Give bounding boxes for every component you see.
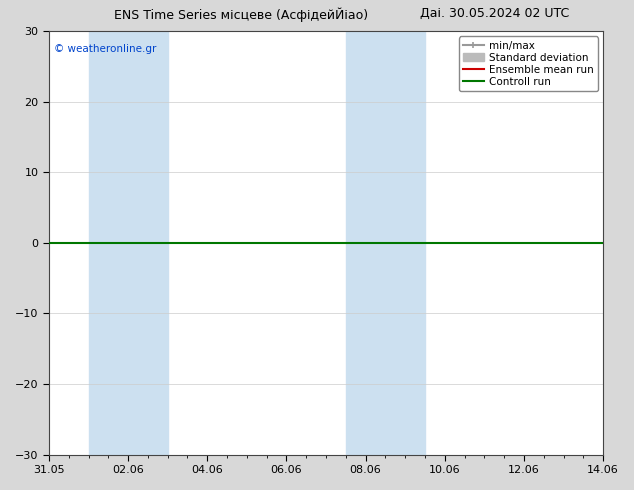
Legend: min/max, Standard deviation, Ensemble mean run, Controll run: min/max, Standard deviation, Ensemble me… bbox=[459, 36, 598, 91]
Text: Даі. 30.05.2024 02 UTC: Даі. 30.05.2024 02 UTC bbox=[420, 7, 569, 21]
Text: © weatheronline.gr: © weatheronline.gr bbox=[55, 44, 157, 54]
Text: ENS Time Series місцеве (АсфідейЙіао): ENS Time Series місцеве (АсфідейЙіао) bbox=[114, 7, 368, 22]
Bar bbox=[89, 31, 167, 455]
Bar bbox=[346, 31, 425, 455]
